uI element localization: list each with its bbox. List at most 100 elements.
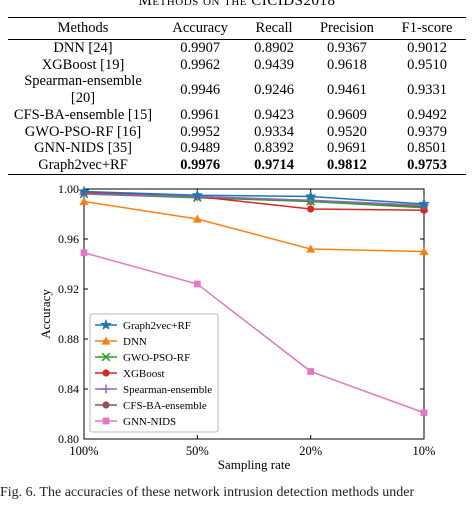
y-tick-label: 0.84 xyxy=(58,382,79,396)
header-recall: Recall xyxy=(255,20,293,36)
x-tick-label: 10% xyxy=(413,444,436,458)
data-point-gnn-nids xyxy=(420,409,428,417)
table-row-best: Graph2vec+RF 0.9976 0.9714 0.9812 0.9753 xyxy=(8,156,466,175)
cell-accuracy: 0.9907 xyxy=(180,40,221,56)
cell-method: GWO-PSO-RF [16] xyxy=(24,123,142,140)
data-point-dnn xyxy=(79,197,89,206)
cell-recall: 0.9423 xyxy=(254,106,294,123)
data-point-xgboost xyxy=(307,205,315,213)
cell-precision: 0.9461 xyxy=(327,81,367,98)
data-point-gnn-nids xyxy=(193,280,201,288)
cell-f1: 0.8501 xyxy=(407,140,447,157)
table-title: Methods on the CICIDS2018 xyxy=(138,0,336,9)
cell-recall: 0.8392 xyxy=(254,140,294,157)
legend-marker-cfs-ba-ensemble xyxy=(102,401,110,409)
y-tick-label: 0.96 xyxy=(58,232,79,246)
cell-f1: 0.9510 xyxy=(407,56,447,73)
results-table: Methods Accuracy Recall Precision F1-sco… xyxy=(8,17,466,175)
table-row: DNN [24] 0.9907 0.8902 0.9367 0.9012 xyxy=(8,40,466,57)
accuracy-chart-container: 0.80 0.84 0.88 0.92 0.96 1.00 100% 50% 20% 10% Sam… xyxy=(0,170,474,490)
x-tick-label: 100% xyxy=(69,444,98,458)
cell-precision: 0.9609 xyxy=(327,106,367,123)
cell-f1: 0.9753 xyxy=(407,156,447,173)
cell-recall: 0.9439 xyxy=(254,56,294,73)
legend-label-xgboost: XGBoost xyxy=(123,368,165,380)
series-line-graph2vec-rf xyxy=(83,190,425,205)
header-methods: Methods xyxy=(57,20,109,36)
cell-recall: 0.8902 xyxy=(254,40,294,56)
legend-marker-gwo-pso-rf xyxy=(101,352,111,362)
data-point-dnn xyxy=(192,214,202,223)
table-row: GNN-NIDS [35] 0.9489 0.8392 0.9691 0.850… xyxy=(8,140,466,157)
cell-f1: 0.9331 xyxy=(407,81,447,98)
legend-label-dnn: DNN xyxy=(123,336,147,348)
cell-accuracy: 0.9961 xyxy=(180,106,221,123)
cell-accuracy: 0.9976 xyxy=(180,156,221,173)
cell-accuracy: 0.9946 xyxy=(180,81,221,98)
cell-accuracy: 0.9962 xyxy=(180,56,221,73)
data-point-dnn xyxy=(306,244,316,253)
legend-marker-graph2vec-rf xyxy=(100,318,112,330)
data-point-graph2vec-rf xyxy=(304,190,317,202)
legend-label-graph2vec-rf: Graph2vec+RF xyxy=(123,320,191,332)
table-row: GWO-PSO-RF [16] 0.9952 0.9334 0.9520 0.9… xyxy=(8,124,466,141)
legend-marker-xgboost xyxy=(102,369,110,377)
x-tick-label: 20% xyxy=(299,444,322,458)
series-line-gnn-nids xyxy=(83,252,425,414)
y-tick-label: 1.00 xyxy=(58,182,79,196)
table-row: CFS-BA-ensemble [15] 0.9961 0.9423 0.960… xyxy=(8,107,466,124)
data-point-xgboost xyxy=(420,206,428,214)
legend-box xyxy=(89,313,219,433)
cell-precision: 0.9691 xyxy=(327,140,367,157)
legend-marker-dnn xyxy=(101,336,111,345)
cell-f1: 0.9379 xyxy=(407,123,447,140)
cell-method: CFS-BA-ensemble [15] xyxy=(13,106,153,123)
legend-label-spearman-ensemble: Spearman-ensemble xyxy=(123,384,212,396)
legend-marker-gnn-nids xyxy=(102,417,110,425)
cell-accuracy: 0.9952 xyxy=(180,123,221,140)
cell-method: XGBoost [19] xyxy=(41,56,125,73)
figure-caption: Fig. 6. The accuracies of these network … xyxy=(0,485,415,500)
y-tick-label: 0.92 xyxy=(58,282,79,296)
cell-method: GNN-NIDS [35] xyxy=(34,140,132,157)
legend-label-gnn-nids: GNN-NIDS xyxy=(123,416,176,428)
cell-f1: 0.9012 xyxy=(407,40,447,56)
y-axis-label: Accuracy xyxy=(38,289,53,339)
cell-method: Spearman-ensemble [20] xyxy=(24,73,142,107)
table-row: XGBoost [19] 0.9962 0.9439 0.9618 0.9510 xyxy=(8,57,466,74)
plot-frame xyxy=(83,188,425,440)
data-point-dnn xyxy=(419,247,429,256)
series-line-spearman-ensemble xyxy=(83,193,425,206)
series-line-dnn xyxy=(83,200,425,253)
cell-method: DNN [24] xyxy=(53,40,113,56)
cell-recall: 0.9334 xyxy=(254,123,294,140)
x-tick-label: 50% xyxy=(186,444,209,458)
cell-accuracy: 0.9489 xyxy=(180,140,221,157)
table-row: Spearman-ensemble [20] 0.9946 0.9246 0.9… xyxy=(8,73,466,106)
accuracy-line-chart: 0.80 0.84 0.88 0.92 0.96 1.00 100% 50% 20% 10% Sam… xyxy=(38,182,436,472)
header-f1-score: F1-score xyxy=(401,20,453,36)
cell-recall: 0.9246 xyxy=(254,81,294,98)
y-tick-label: 0.80 xyxy=(58,432,79,446)
cell-recall: 0.9714 xyxy=(254,156,294,173)
header-accuracy: Accuracy xyxy=(172,20,228,36)
cell-precision: 0.9812 xyxy=(327,156,367,173)
data-point-gnn-nids xyxy=(80,249,88,257)
cell-f1: 0.9492 xyxy=(407,106,447,123)
cell-precision: 0.9367 xyxy=(327,40,367,56)
data-point-graph2vec-rf xyxy=(78,185,90,197)
x-axis-label: Sampling rate xyxy=(218,457,291,472)
cell-precision: 0.9520 xyxy=(327,123,367,140)
table-header-row: Methods Accuracy Recall Precision F1-sco… xyxy=(8,17,466,40)
legend-label-cfs-ba-ensemble: CFS-BA-ensemble xyxy=(123,400,207,412)
header-precision: Precision xyxy=(319,20,374,36)
legend-label-gwo-pso-rf: GWO-PSO-RF xyxy=(123,352,190,364)
data-point-graph2vec-rf xyxy=(191,189,204,201)
cell-method: Graph2vec+RF xyxy=(38,156,128,173)
cell-precision: 0.9618 xyxy=(327,56,367,73)
legend-marker-spearman-ensemble xyxy=(101,384,111,394)
data-point-gnn-nids xyxy=(307,368,315,375)
data-point-graph2vec-rf xyxy=(418,197,430,209)
results-table-container: Methods Accuracy Recall Precision F1-sco… xyxy=(8,17,466,175)
y-tick-label: 0.88 xyxy=(58,332,79,346)
